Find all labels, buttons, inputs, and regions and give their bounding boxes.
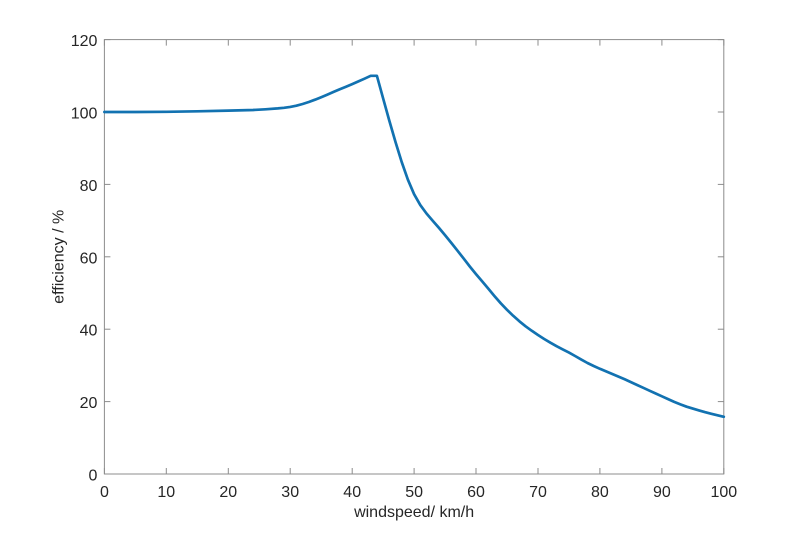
svg-text:40: 40	[80, 323, 98, 340]
svg-text:80: 80	[80, 178, 98, 195]
svg-text:0: 0	[88, 468, 97, 485]
svg-text:80: 80	[591, 484, 609, 501]
svg-text:100: 100	[710, 484, 737, 501]
svg-text:efficiency / %: efficiency / %	[51, 210, 68, 304]
svg-text:30: 30	[281, 484, 299, 501]
svg-text:60: 60	[80, 250, 98, 267]
svg-text:10: 10	[157, 484, 175, 501]
svg-text:120: 120	[71, 33, 98, 50]
svg-text:100: 100	[71, 106, 98, 123]
svg-text:40: 40	[343, 484, 361, 501]
svg-text:windspeed/ km/h: windspeed/ km/h	[353, 504, 474, 521]
svg-text:20: 20	[219, 484, 237, 501]
svg-text:0: 0	[100, 484, 109, 501]
svg-text:70: 70	[529, 484, 547, 501]
svg-text:60: 60	[467, 484, 485, 501]
svg-text:90: 90	[653, 484, 671, 501]
svg-text:20: 20	[80, 395, 98, 412]
svg-text:50: 50	[405, 484, 423, 501]
